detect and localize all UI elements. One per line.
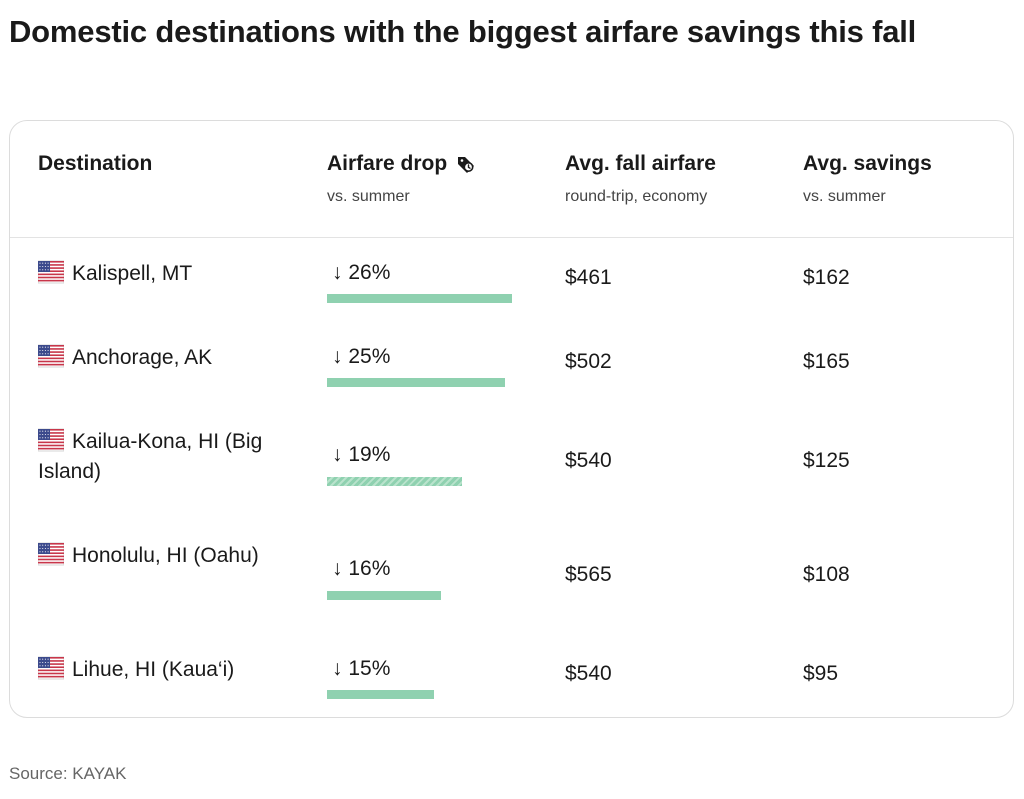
destination-cell: Kalispell, MT xyxy=(38,259,298,289)
avg-savings-cell: $125 xyxy=(803,449,850,472)
header-avg-savings-sub: vs. summer xyxy=(803,188,886,205)
destination-cell: Anchorage, AK xyxy=(38,343,298,373)
us-flag-icon xyxy=(38,344,64,368)
destination-cell: Honolulu, HI (Oahu) xyxy=(38,541,298,571)
avg-savings-cell: $95 xyxy=(803,662,839,685)
header-avg-savings-label: Avg. savings xyxy=(803,152,932,175)
avg-savings-cell: $165 xyxy=(803,350,850,373)
avg-fall-airfare-cell: $540 xyxy=(565,662,612,685)
avg-fall-airfare-cell: $461 xyxy=(565,266,612,289)
airfare-drop-bar xyxy=(327,294,512,303)
airfare-drop-label: ↓ 19% xyxy=(332,443,391,466)
airfare-drop-bar xyxy=(327,378,505,387)
table-row: Kalispell, MT ↓ 26% $461 $162 xyxy=(10,238,1013,322)
airfare-drop-label: ↓ 16% xyxy=(332,557,391,580)
us-flag-icon xyxy=(38,542,64,566)
airfare-drop-label: ↓ 25% xyxy=(332,345,391,368)
data-table-card: Destination Airfare drop vs. summer Avg.… xyxy=(9,120,1014,718)
header-avg-savings: Avg. savings vs. summer xyxy=(803,152,932,206)
table-row: Honolulu, HI (Oahu) ↓ 16% $565 $108 xyxy=(10,520,1013,634)
header-airfare-drop-row: Airfare drop xyxy=(327,152,477,176)
destination-name: Lihue, HI (Kaua‘i) xyxy=(72,658,235,681)
destination-cell: Lihue, HI (Kaua‘i) xyxy=(38,655,298,685)
destination-name: Honolulu, HI (Oahu) xyxy=(72,544,259,567)
table-row: Lihue, HI (Kaua‘i) ↓ 15% $540 $95 xyxy=(10,634,1013,717)
header-avg-fall-airfare-label: Avg. fall airfare xyxy=(565,152,716,175)
destination-name: Anchorage, AK xyxy=(72,346,213,369)
airfare-drop-bar xyxy=(327,690,434,699)
table-header: Destination Airfare drop vs. summer Avg.… xyxy=(10,121,1013,238)
airfare-drop-bar xyxy=(327,591,441,600)
destination-name: Kailua-Kona, HI (Big Island) xyxy=(38,430,263,483)
price-tag-icon xyxy=(458,157,475,173)
avg-fall-airfare-cell: $540 xyxy=(565,449,612,472)
avg-savings-cell: $108 xyxy=(803,563,850,586)
us-flag-icon xyxy=(38,656,64,680)
destination-name: Kalispell, MT xyxy=(72,262,193,285)
header-airfare-drop-label: Airfare drop xyxy=(327,152,448,175)
airfare-drop-label: ↓ 26% xyxy=(332,261,391,284)
table-row: Anchorage, AK ↓ 25% $502 $165 xyxy=(10,322,1013,406)
avg-fall-airfare-cell: $502 xyxy=(565,350,612,373)
us-flag-icon xyxy=(38,428,64,452)
source-note: Source: KAYAK xyxy=(9,764,127,783)
page-title: Domestic destinations with the biggest a… xyxy=(9,14,917,49)
us-flag-icon xyxy=(38,260,64,284)
avg-fall-airfare-cell: $565 xyxy=(565,563,612,586)
header-airfare-drop-sub: vs. summer xyxy=(327,188,410,205)
airfare-drop-label: ↓ 15% xyxy=(332,657,391,680)
avg-savings-cell: $162 xyxy=(803,266,850,289)
header-avg-fall-airfare: Avg. fall airfare round-trip, economy xyxy=(565,152,716,206)
airfare-drop-bar xyxy=(327,477,462,486)
destination-cell: Kailua-Kona, HI (Big Island) xyxy=(38,427,298,487)
header-airfare-drop: Airfare drop vs. summer xyxy=(327,152,477,206)
header-avg-fall-airfare-sub: round-trip, economy xyxy=(565,188,708,205)
header-destination-label: Destination xyxy=(38,152,153,175)
header-destination: Destination xyxy=(38,152,152,176)
table-row: Kailua-Kona, HI (Big Island) ↓ 19% $540 $12… xyxy=(10,406,1013,520)
